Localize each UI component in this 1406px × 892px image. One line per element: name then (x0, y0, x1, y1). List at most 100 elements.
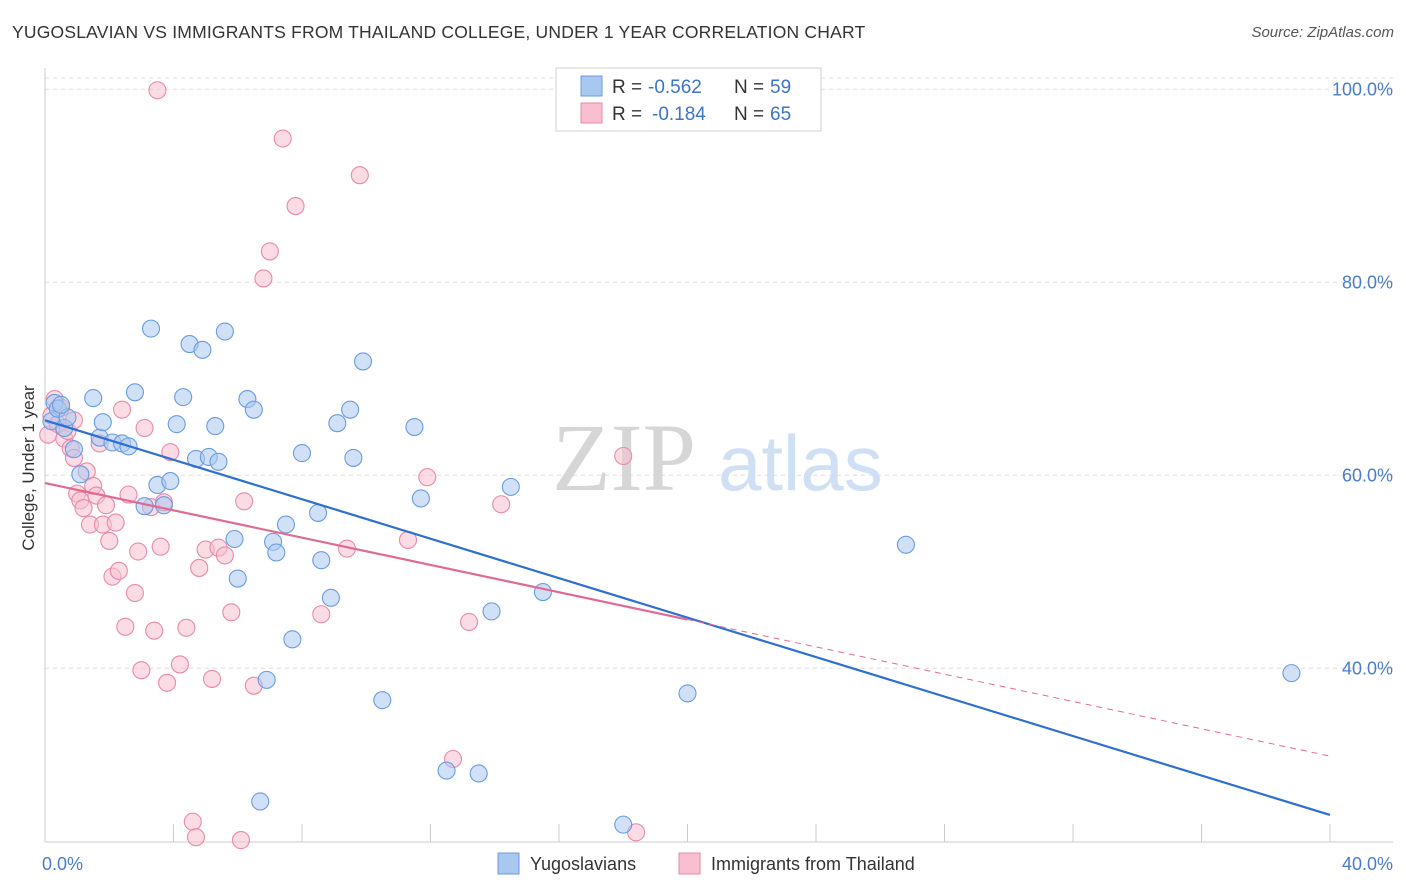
y-tick-label-3: 40.0% (1342, 658, 1393, 678)
point-thailand-53 (312, 605, 331, 624)
point-thailand-11 (74, 499, 93, 518)
point-thailand-27 (129, 542, 148, 561)
point-yugoslavians-27 (215, 322, 234, 341)
x-tick-labels: 0.0% 40.0% (42, 854, 1393, 874)
legend-n-value-1: 65 (770, 104, 791, 125)
point-thailand-19 (100, 531, 119, 550)
point-thailand-32 (151, 537, 170, 556)
point-yugoslavians-31 (244, 400, 263, 419)
legend-n-value-0: 59 (770, 77, 791, 98)
point-yugoslavians-26 (209, 452, 228, 471)
point-yugoslavians-54 (678, 684, 697, 703)
point-yugoslavians-37 (292, 444, 312, 463)
bottom-legend-label-0: Yugoslavians (530, 854, 636, 874)
point-yugoslavians-50 (482, 602, 501, 621)
y-axis-title: College, Under 1 year (19, 385, 38, 551)
watermark-atlas: atlas (718, 419, 883, 507)
legend-r-label-0: R = (612, 77, 642, 98)
point-yugoslavians-51 (501, 477, 520, 496)
x-tick-label-1: 40.0% (1342, 854, 1393, 874)
point-yugoslavians-5 (64, 440, 83, 459)
point-yugoslavians-49 (469, 764, 488, 783)
y-tick-label-1: 80.0% (1342, 272, 1393, 292)
legend: R = -0.562 N = 59 R = -0.184 N = 65 (555, 67, 822, 132)
point-thailand-23 (113, 400, 132, 419)
point-thailand-59 (459, 612, 479, 632)
point-thailand-24 (116, 617, 135, 636)
watermark: ZIP atlas (552, 404, 883, 511)
y-tick-label-2: 60.0% (1342, 465, 1393, 485)
point-yugoslavians-20 (174, 388, 193, 407)
point-yugoslavians-46 (405, 417, 424, 437)
legend-n-label-0: N = (734, 77, 764, 98)
point-yugoslavians-45 (373, 691, 392, 710)
point-yugoslavians-7 (84, 389, 103, 408)
bottom-legend-swatch-blue (497, 852, 520, 875)
bottom-legend: Yugoslavians Immigrants from Thailand (497, 852, 915, 875)
point-yugoslavians-52 (533, 583, 552, 602)
point-thailand-45 (222, 603, 241, 622)
point-yugoslavians-19 (167, 415, 186, 434)
point-yugoslavians-39 (312, 551, 331, 570)
point-yugoslavians-40 (321, 588, 340, 607)
point-thailand-36 (170, 655, 189, 674)
point-yugoslavians-25 (206, 417, 225, 436)
point-yugoslavians-34 (267, 543, 286, 562)
legend-swatch-blue (580, 75, 603, 97)
point-yugoslavians-42 (341, 400, 360, 419)
point-thailand-37 (177, 618, 196, 637)
y-tick-labels: 100.0% 80.0% 60.0% 40.0% (1332, 79, 1393, 678)
point-thailand-22 (109, 561, 128, 580)
bottom-legend-swatch-pink (678, 852, 701, 875)
point-thailand-28 (132, 661, 151, 680)
point-yugoslavians-6 (71, 465, 90, 484)
point-yugoslavians-44 (353, 352, 373, 371)
point-thailand-47 (235, 492, 254, 511)
series-yugoslavians (42, 319, 1301, 834)
trend-line-0 (44, 419, 1331, 817)
trend-line-1-solid (44, 481, 688, 621)
point-thailand-18 (96, 496, 116, 515)
point-thailand-50 (273, 129, 292, 148)
legend-swatch-pink (580, 102, 603, 124)
trend-line-1-dashed (687, 619, 1331, 757)
point-yugoslavians-13 (125, 383, 144, 402)
point-thailand-46 (231, 831, 251, 850)
x-tick-label-0: 0.0% (42, 854, 83, 874)
trend-lines (44, 419, 1331, 817)
point-thailand-49 (254, 269, 273, 288)
point-thailand-61 (614, 446, 633, 466)
bottom-legend-label-1: Immigrants from Thailand (711, 854, 915, 874)
point-yugoslavians-36 (283, 630, 302, 649)
point-thailand-39 (186, 828, 206, 847)
point-thailand-26 (125, 583, 144, 603)
point-thailand-63 (148, 81, 167, 100)
source-credit: Source: ZipAtlas.com (1251, 24, 1394, 41)
point-yugoslavians-32 (257, 670, 276, 689)
chart-title: YUGOSLAVIAN VS IMMIGRANTS FROM THAILAND … (12, 22, 866, 42)
axes (44, 68, 1393, 843)
point-yugoslavians-58 (52, 395, 71, 414)
point-yugoslavians-57 (251, 792, 270, 811)
point-thailand-55 (350, 166, 369, 185)
legend-r-value-0: -0.562 (648, 77, 702, 98)
point-thailand-38 (183, 812, 202, 831)
point-yugoslavians-9 (93, 413, 112, 432)
grid-lines (45, 77, 1393, 669)
point-yugoslavians-41 (328, 414, 347, 433)
point-thailand-40 (190, 558, 209, 577)
legend-r-label-1: R = (612, 104, 642, 125)
point-thailand-42 (203, 669, 222, 688)
point-yugoslavians-48 (437, 761, 456, 780)
point-thailand-57 (418, 468, 437, 487)
point-thailand-60 (492, 495, 511, 514)
point-yugoslavians-28 (225, 529, 244, 549)
legend-r-value-1: -0.184 (652, 104, 706, 125)
point-yugoslavians-56 (1282, 664, 1301, 683)
point-yugoslavians-55 (896, 535, 916, 554)
point-yugoslavians-23 (193, 340, 212, 359)
point-yugoslavians-17 (154, 496, 173, 515)
point-yugoslavians-18 (161, 472, 180, 491)
point-yugoslavians-43 (344, 448, 363, 467)
